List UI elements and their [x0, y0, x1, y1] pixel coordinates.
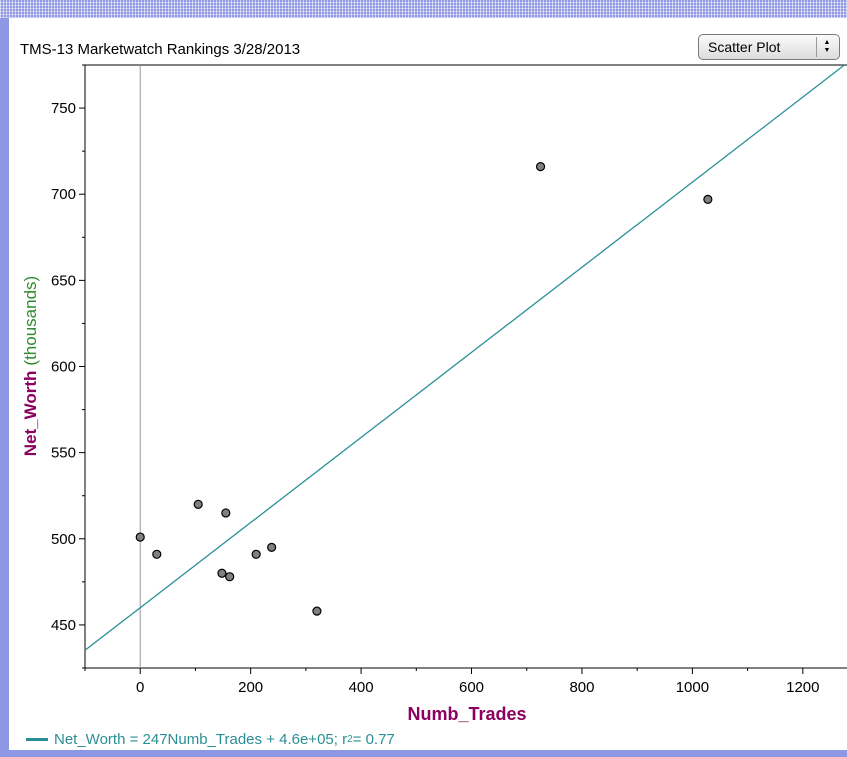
x-tick-label: 1200: [786, 679, 819, 696]
x-tick-label: 400: [349, 679, 374, 696]
bottom-window-border: [0, 750, 847, 757]
y-tick-label: 600: [51, 359, 76, 376]
data-point[interactable]: [221, 508, 231, 518]
y-axis-ticks: 450 500 550 600 650 700 750: [51, 100, 85, 634]
x-tick-label: 600: [459, 679, 484, 696]
y-axis-label: Net_Worth (thousands): [21, 276, 40, 456]
data-point[interactable]: [225, 572, 235, 582]
x-axis-label: Numb_Trades: [407, 704, 526, 724]
x-tick-label: 200: [238, 679, 263, 696]
y-tick-label: 750: [51, 100, 76, 117]
y-axis-label-name: Net_Worth: [21, 371, 40, 457]
regression-line-group: [84, 64, 845, 651]
x-tick-label: 1000: [676, 679, 709, 696]
y-tick-label: 550: [51, 445, 76, 462]
legend-line-swatch: [26, 737, 48, 741]
y-tick-label: 650: [51, 272, 76, 289]
data-point[interactable]: [217, 568, 227, 578]
data-point[interactable]: [535, 162, 546, 172]
window-title-strip: [0, 0, 847, 18]
updown-stepper-icon: ▲ ▼: [816, 37, 837, 57]
x-axis-ticks: 0 200 400 600 800 1000 1200: [136, 668, 820, 696]
x-minor-ticks: [84, 668, 749, 671]
x-tick-label: 0: [136, 679, 144, 696]
y-tick-label: 500: [51, 531, 76, 548]
data-points: [135, 162, 713, 616]
data-point[interactable]: [312, 606, 322, 616]
data-point[interactable]: [703, 194, 713, 204]
plot-type-dropdown[interactable]: Scatter Plot ▲ ▼: [698, 34, 840, 60]
data-point[interactable]: [251, 549, 261, 559]
x-tick-label: 800: [569, 679, 594, 696]
data-point[interactable]: [135, 532, 145, 542]
y-minor-ticks: [82, 64, 85, 669]
regression-line: [84, 64, 845, 651]
plot-type-selected: Scatter Plot: [708, 39, 781, 55]
data-point[interactable]: [152, 549, 162, 559]
legend-equation: Net_Worth = 247Numb_Trades + 4.6e+05; r: [54, 730, 348, 748]
chart-title: TMS-13 Marketwatch Rankings 3/28/2013: [20, 41, 301, 58]
legend-superscript: 2: [347, 733, 353, 745]
data-point[interactable]: [267, 542, 277, 553]
legend-r-squared: = 0.77: [352, 730, 395, 748]
y-tick-label: 700: [51, 186, 76, 203]
data-point[interactable]: [193, 499, 203, 509]
left-window-border: [0, 18, 9, 757]
y-tick-label: 450: [51, 617, 76, 634]
y-axis-label-unit: (thousands): [21, 276, 40, 366]
